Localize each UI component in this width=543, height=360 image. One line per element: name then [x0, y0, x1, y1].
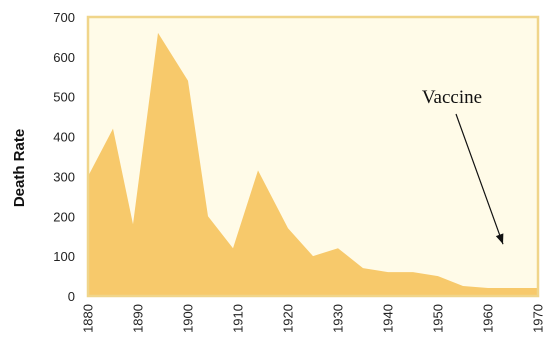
y-tick-label: 0	[68, 289, 75, 304]
x-tick-labels: 1880 1890 1900 1910 1920 1930 1940 1950 1960 1970	[81, 304, 543, 333]
death-rate-area	[88, 32, 538, 297]
x-tick-label: 1900	[181, 304, 196, 333]
plot-frame	[86, 15, 540, 298]
y-tick-label: 600	[53, 50, 75, 65]
x-tick-label: 1940	[381, 304, 396, 333]
x-tick-label: 1950	[431, 304, 446, 333]
vaccine-arrow-head	[495, 233, 504, 245]
x-tick-label: 1960	[481, 304, 496, 333]
vaccine-arrow-line	[455, 113, 504, 245]
y-tick-label: 500	[53, 90, 75, 105]
y-tick-label: 300	[53, 169, 75, 184]
x-tick-label: 1890	[131, 304, 146, 333]
y-tick-label: 400	[53, 130, 75, 145]
y-tick-label: 700	[53, 10, 75, 25]
vaccine-annotation: Vaccine	[422, 87, 504, 245]
x-tick-label: 1880	[81, 304, 96, 333]
y-tick-label: 200	[53, 209, 75, 224]
x-tick-label: 1920	[281, 304, 296, 333]
vaccine-annotation-label: Vaccine	[422, 87, 482, 108]
x-tick-label: 1970	[531, 304, 543, 333]
y-axis-title: Death Rate	[11, 129, 28, 207]
y-tick-label: 100	[53, 249, 75, 264]
y-tick-labels: 0 100 200 300 400 500 600 700	[53, 10, 75, 304]
x-tick-label: 1930	[331, 304, 346, 333]
x-tick-label: 1910	[231, 304, 246, 333]
